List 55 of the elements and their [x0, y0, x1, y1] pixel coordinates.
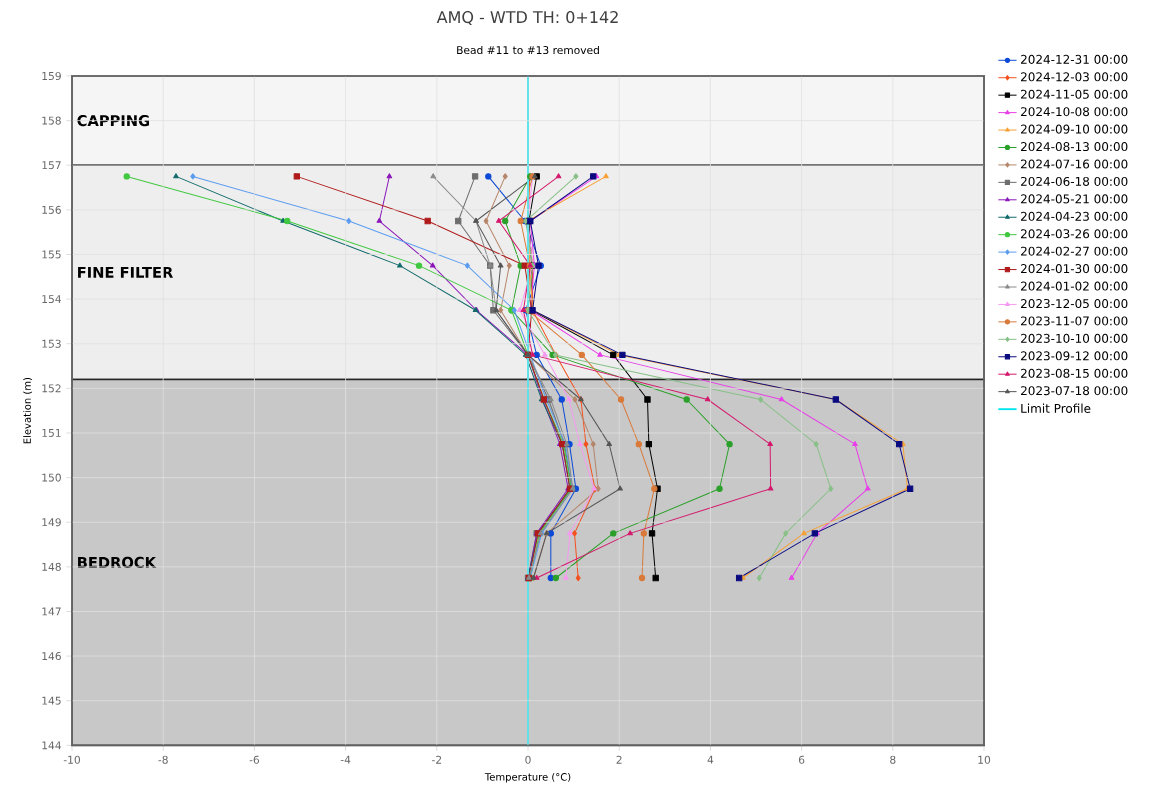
- y-tick-label: 159: [42, 71, 61, 81]
- legend-label: 2024-07-16 00:00: [1021, 159, 1128, 169]
- x-tick-label: 2: [616, 755, 622, 764]
- legend-label: 2024-01-02 00:00: [1021, 281, 1128, 291]
- y-axis-title: Elevation (m): [23, 377, 33, 444]
- legend-label: 2024-03-26 00:00: [1021, 229, 1128, 239]
- y-tick-label: 157: [42, 161, 61, 170]
- x-tick-label: 6: [798, 755, 805, 764]
- y-tick-label: 154: [42, 295, 61, 304]
- legend-label: 2023-07-18 00:00: [1021, 386, 1128, 396]
- x-tick-label: 0: [525, 755, 531, 764]
- y-tick-label: 155: [42, 250, 61, 259]
- chart-subtitle: Bead #11 to #13 removed: [457, 45, 599, 55]
- x-tick-label: -8: [158, 755, 168, 764]
- legend-label: 2023-12-05 00:00: [1021, 298, 1128, 309]
- legend-label: 2024-02-27 00:00: [1021, 246, 1128, 256]
- x-tick-label: -6: [249, 755, 260, 764]
- y-tick-label: 156: [42, 205, 61, 214]
- y-tick-label: 144: [42, 741, 61, 750]
- x-tick-label: 8: [890, 755, 896, 764]
- y-tick-label: 153: [42, 339, 61, 348]
- x-axis-title: Temperature (°C): [484, 772, 571, 783]
- x-tick-label: 10: [978, 755, 991, 764]
- x-tick-label: -10: [63, 755, 81, 764]
- band-label: FINE FILTER: [78, 266, 173, 278]
- x-tick-label: 4: [707, 755, 714, 764]
- legend-label: 2023-08-15 00:00: [1021, 368, 1128, 378]
- band-label: CAPPING: [77, 115, 150, 127]
- legend-label: 2024-04-23 00:00: [1021, 211, 1128, 221]
- legend-label: 2024-01-30 00:00: [1021, 264, 1128, 274]
- legend-label: 2023-10-10 00:00: [1021, 333, 1128, 343]
- x-tick-label: -4: [340, 755, 351, 764]
- band-label: BEDROCK: [78, 556, 157, 568]
- y-tick-label: 149: [42, 518, 61, 527]
- y-tick-label: 146: [42, 652, 61, 661]
- legend-label: 2024-08-13 00:00: [1021, 142, 1128, 152]
- legend-label: 2024-09-10 00:00: [1021, 124, 1128, 134]
- legend-label: 2023-11-07 00:00: [1021, 316, 1128, 326]
- legend-label: 2023-09-12 00:00: [1021, 351, 1128, 361]
- legend-label: 2024-11-05 00:00: [1021, 89, 1128, 99]
- legend-label: 2024-10-08 00:00: [1021, 107, 1128, 117]
- legend-label: 2024-06-18 00:00: [1021, 176, 1128, 186]
- y-tick-label: 158: [42, 116, 61, 125]
- y-tick-label: 150: [42, 473, 61, 482]
- y-tick-label: 145: [42, 696, 61, 705]
- chart-title: AMQ - WTD TH: 0+142: [436, 11, 618, 25]
- legend-label: 2024-12-03 00:00: [1021, 72, 1128, 82]
- legend-label: 2024-05-21 00:00: [1021, 194, 1128, 204]
- legend-label: 2024-12-31 00:00: [1021, 54, 1128, 64]
- y-tick-label: 152: [42, 384, 61, 393]
- y-tick-label: 147: [42, 607, 61, 616]
- x-tick-label: -2: [432, 755, 442, 764]
- y-tick-label: 151: [42, 429, 61, 437]
- y-tick-label: 148: [42, 562, 61, 571]
- legend-label: Limit Profile: [1021, 403, 1091, 413]
